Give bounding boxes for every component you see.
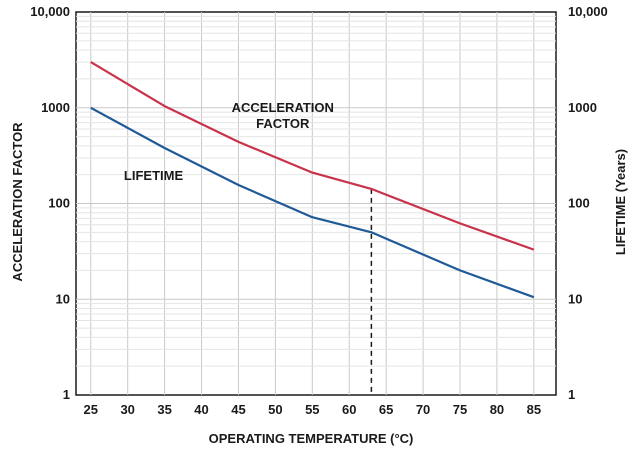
right-y-axis-title: LIFETIME (Years) [613, 149, 628, 255]
x-tick-label: 40 [194, 402, 208, 417]
left-y-axis-title: ACCELERATION FACTOR [10, 122, 25, 282]
x-tick-label: 70 [416, 402, 430, 417]
series-line-acceleration-factor [90, 61, 535, 251]
x-tick-label: 25 [84, 402, 98, 417]
series-label: ACCELERATION [232, 100, 334, 115]
x-tick-label: 30 [120, 402, 134, 417]
x-axis-title: OPERATING TEMPERATURE (°C) [209, 431, 414, 446]
grid-lines [76, 12, 556, 395]
left-y-tick-label: 1 [63, 387, 70, 402]
right-y-tick-labels: 1 10 100 1000 10,000 [568, 4, 608, 402]
right-y-tick-label: 1000 [568, 100, 597, 115]
x-tick-label: 35 [157, 402, 171, 417]
x-tick-label: 55 [305, 402, 319, 417]
x-tick-labels: 25 30 35 40 45 50 55 60 65 70 75 80 85 [84, 402, 542, 417]
x-tick-label: 75 [453, 402, 467, 417]
x-tick-label: 45 [231, 402, 245, 417]
left-y-tick-label: 10 [56, 291, 70, 306]
x-tick-label: 80 [490, 402, 504, 417]
x-tick-label: 65 [379, 402, 393, 417]
left-y-tick-label: 10,000 [30, 4, 70, 19]
right-y-tick-label: 10,000 [568, 4, 608, 19]
right-y-tick-label: 1 [568, 387, 575, 402]
x-tick-label: 60 [342, 402, 356, 417]
series-label: FACTOR [256, 116, 310, 131]
series-lines [90, 61, 535, 299]
x-tick-label: 85 [527, 402, 541, 417]
series-line-lifetime [90, 106, 535, 299]
x-tick-label: 50 [268, 402, 282, 417]
right-y-tick-label: 10 [568, 291, 582, 306]
left-y-tick-label: 100 [48, 196, 70, 211]
left-y-tick-label: 1000 [41, 100, 70, 115]
right-y-tick-label: 100 [568, 196, 590, 211]
left-y-tick-labels: 1 10 100 1000 10,000 [30, 4, 70, 402]
series-label: LIFETIME [124, 168, 184, 183]
